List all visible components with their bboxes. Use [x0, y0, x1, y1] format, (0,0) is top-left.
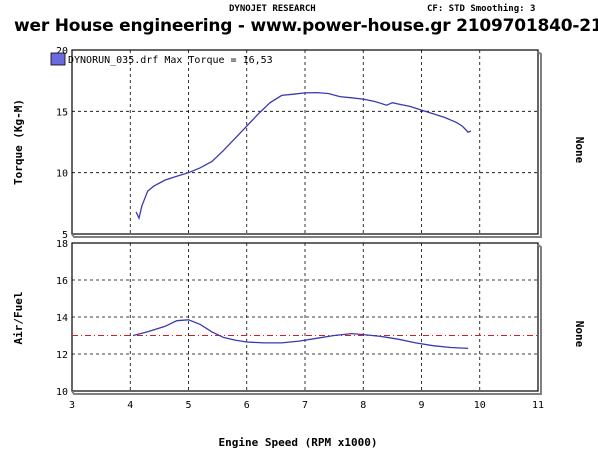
afr-plot-shadow	[71, 244, 542, 395]
xtick-8: 8	[360, 400, 366, 411]
torque-y-axis-label: Torque (Kg-M)	[12, 99, 25, 185]
afr-right-label: None	[573, 321, 586, 348]
torque-ytick-20: 20	[56, 46, 68, 57]
banner-title: wer House engineering - www.power-house.…	[14, 16, 598, 36]
xtick-7: 7	[302, 400, 308, 411]
xtick-4: 4	[127, 400, 133, 411]
legend-label: DYNORUN_035.drf Max Torque = 16,53	[68, 55, 273, 66]
xtick-3: 3	[69, 400, 75, 411]
xtick-9: 9	[418, 400, 424, 411]
afr-y-axis-label: Air/Fuel	[12, 292, 25, 345]
x-axis-label: Engine Speed (RPM x1000)	[219, 436, 378, 449]
torque-grid	[72, 50, 538, 234]
torque-ytick-10: 10	[56, 169, 68, 180]
xtick-10: 10	[474, 400, 486, 411]
xtick-11: 11	[532, 400, 544, 411]
afr-ytick-14: 14	[56, 313, 68, 324]
legend-swatch	[50, 52, 66, 66]
header-settings: CF: STD Smoothing: 3	[427, 4, 536, 14]
afr-panel: 10 12 14 16 18 Air/Fuel None	[12, 239, 586, 398]
xtick-6: 6	[244, 400, 250, 411]
torque-y-ticks: 5 10 15 20	[56, 46, 68, 241]
xtick-5: 5	[185, 400, 191, 411]
header-title: DYNOJET RESEARCH	[229, 4, 316, 14]
torque-panel: 5 10 15 20 DYNORUN_035.drf Max Torque = 16,…	[12, 46, 586, 241]
afr-ytick-18: 18	[56, 239, 68, 250]
x-axis-ticks: 3 4 5 6 7 8 9 10 11	[69, 400, 544, 411]
afr-curve	[133, 319, 469, 350]
afr-y-ticks: 10 12 14 16 18	[56, 239, 68, 398]
torque-ytick-15: 15	[56, 107, 68, 118]
afr-ytick-16: 16	[56, 276, 68, 287]
afr-grid	[72, 243, 538, 391]
torque-plot-shadow	[71, 51, 542, 238]
torque-curve	[135, 91, 472, 221]
torque-ytick-5: 5	[62, 230, 68, 241]
torque-right-label: None	[573, 137, 586, 164]
afr-ytick-12: 12	[56, 350, 68, 361]
afr-ytick-10: 10	[56, 387, 68, 398]
